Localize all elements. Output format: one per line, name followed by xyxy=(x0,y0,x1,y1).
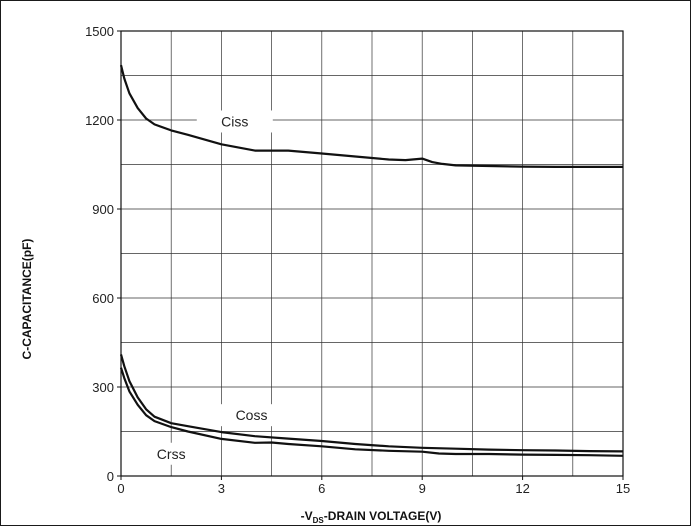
y-tick-label: 900 xyxy=(92,202,114,217)
x-tick-label: 3 xyxy=(218,481,225,496)
y-tick-label: 300 xyxy=(92,380,114,395)
series-label-background xyxy=(213,404,290,427)
x-axis-label: -VDS-DRAIN VOLTAGE(V) xyxy=(301,509,442,525)
x-tick-label: 9 xyxy=(419,481,426,496)
y-tick-label: 1200 xyxy=(85,113,114,128)
x-tick-label: 6 xyxy=(318,481,325,496)
series-group xyxy=(119,64,624,457)
series-label-ciss: Ciss xyxy=(221,113,248,129)
plot-border xyxy=(120,30,624,477)
x-tick-label: 0 xyxy=(117,481,124,496)
series-labels: Ciss Coss Crss xyxy=(133,110,290,465)
x-tick-labels: 0 3 6 9 12 15 xyxy=(117,476,630,496)
series-label-crss: Crss xyxy=(157,446,186,462)
y-tick-label: 0 xyxy=(107,469,114,484)
series-label-background xyxy=(133,442,210,465)
series-line-crss xyxy=(119,367,624,457)
x-tick-label: 15 xyxy=(616,481,630,496)
series-label-background xyxy=(196,110,273,133)
y-tick-label: 600 xyxy=(92,291,114,306)
series-line-ciss xyxy=(119,64,623,168)
grid xyxy=(121,31,623,476)
y-tick-labels: 0 300 600 900 1200 1500 xyxy=(85,24,121,484)
x-tick-label: 12 xyxy=(515,481,529,496)
y-tick-label: 1500 xyxy=(85,24,114,39)
series-line-coss xyxy=(119,354,624,453)
y-axis-label: C-CAPACITANCE(pF) xyxy=(20,239,34,360)
series-label-coss: Coss xyxy=(236,407,268,423)
